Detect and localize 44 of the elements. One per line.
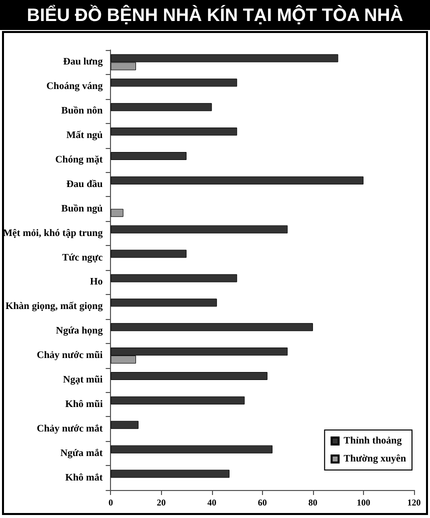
bar bbox=[110, 298, 217, 307]
y-tick-label: Khàn giọng, mất giọng bbox=[5, 301, 103, 312]
bar bbox=[110, 274, 238, 282]
x-tick-label: 60 bbox=[258, 498, 268, 508]
chart-title: BIỂU ĐỒ BỆNH NHÀ KÍN TẠI MỘT TÒA NHÀ bbox=[0, 0, 430, 30]
x-tick-label: 40 bbox=[207, 498, 217, 508]
x-tick-label: 120 bbox=[407, 498, 422, 508]
bar bbox=[110, 445, 272, 454]
y-tick-label: Choáng váng bbox=[46, 81, 103, 92]
bar bbox=[110, 420, 139, 429]
bar bbox=[110, 250, 187, 258]
y-tick-label: Mất ngủ bbox=[66, 130, 104, 142]
bar bbox=[110, 396, 245, 404]
bar bbox=[110, 372, 268, 380]
y-tick-label: Đau đầu bbox=[66, 178, 104, 190]
y-tick-label: Chóng mặt bbox=[55, 154, 104, 166]
y-tick-label: Chảy nước mắt bbox=[36, 423, 104, 434]
bar bbox=[110, 470, 230, 478]
y-tick-label: Ngứa mắt bbox=[60, 448, 104, 459]
y-tick-label: Khô mũi bbox=[65, 398, 103, 410]
y-tick-label: Đau lưng bbox=[63, 56, 103, 68]
legend-label: Thỉnh thoảng bbox=[344, 436, 402, 446]
bar bbox=[110, 152, 187, 160]
x-tick-label: 20 bbox=[156, 498, 166, 508]
y-tick-label: Chảy nước mũi bbox=[36, 350, 103, 362]
y-tick-label: Ngứa họng bbox=[56, 326, 103, 337]
y-tick-label: Mệt mỏi, khó tập trung bbox=[2, 228, 103, 239]
y-tick-label: Buồn ngủ bbox=[61, 203, 104, 214]
bar bbox=[110, 208, 124, 217]
y-tick-label: Tức ngực bbox=[62, 252, 104, 264]
x-tick-label: 0 bbox=[108, 498, 114, 508]
bar bbox=[110, 225, 288, 234]
bar bbox=[110, 128, 238, 136]
x-tick-label: 80 bbox=[308, 498, 318, 508]
y-tick-label: Ho bbox=[90, 276, 103, 288]
y-tick-label: Khô mắt bbox=[65, 472, 104, 484]
y-tick-label: Ngạt mũi bbox=[62, 374, 103, 386]
bar bbox=[110, 323, 313, 332]
x-tick-label: 100 bbox=[356, 498, 371, 508]
bar bbox=[110, 78, 238, 87]
legend-label: Thường xuyên bbox=[344, 454, 406, 464]
y-tick-label: Buồn nôn bbox=[61, 106, 104, 117]
bar bbox=[110, 103, 212, 112]
bar bbox=[110, 176, 364, 184]
